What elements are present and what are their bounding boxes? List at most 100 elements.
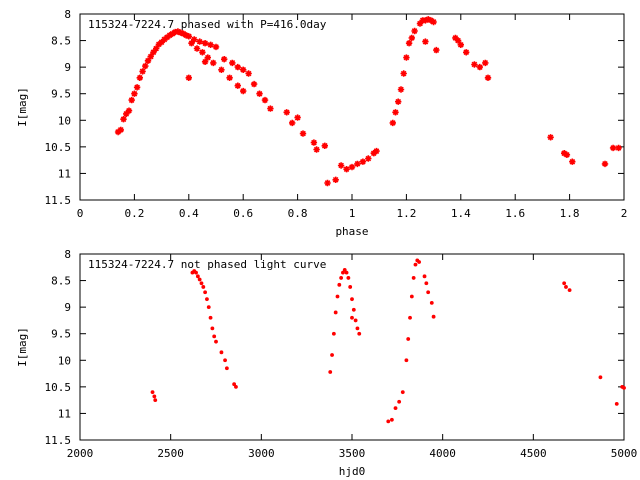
chart1-data-point bbox=[405, 40, 413, 47]
chart2-data-point bbox=[431, 314, 436, 319]
chart1-x-tick-label: 0.4 bbox=[179, 207, 199, 220]
chart2-data-point bbox=[341, 270, 345, 275]
chart2-data-point bbox=[330, 353, 334, 357]
chart1-x-tick-label: 0.8 bbox=[288, 207, 308, 220]
chart1-data-point bbox=[294, 114, 301, 121]
chart2-data-point bbox=[348, 285, 353, 289]
chart2-data-point bbox=[232, 382, 237, 387]
chart2-x-axis-label: hjd0 bbox=[339, 465, 366, 478]
chart1-data-point bbox=[158, 39, 165, 46]
chart2-data-point bbox=[350, 315, 354, 320]
chart1-data-point bbox=[313, 146, 320, 153]
chart1-data-point bbox=[299, 130, 307, 137]
chart1-data-point bbox=[482, 59, 489, 67]
chart1-data-point bbox=[256, 90, 263, 97]
chart1-x-tick-label: 1 bbox=[349, 207, 356, 220]
chart1-data-point bbox=[395, 98, 402, 105]
chart2-plot-frame bbox=[79, 253, 625, 441]
chart1-data-point bbox=[114, 128, 122, 136]
chart1-data-point bbox=[234, 63, 241, 71]
chart1-data-point bbox=[373, 147, 380, 155]
chart1-data-point bbox=[153, 45, 160, 52]
chart1-data-point bbox=[199, 49, 206, 56]
chart2-data-point bbox=[208, 315, 213, 320]
chart2-y-axis-label: I[mag] bbox=[16, 327, 29, 367]
chart1-data-point bbox=[185, 33, 192, 40]
chart2-data-point bbox=[333, 310, 338, 315]
chart1-data-point bbox=[163, 34, 171, 41]
chart1-data-point bbox=[283, 109, 290, 116]
chart1-data-point bbox=[348, 163, 356, 171]
chart1-data-point bbox=[229, 59, 236, 67]
chart1-data-point bbox=[563, 151, 571, 158]
chart1-data-point bbox=[136, 74, 143, 81]
chart1-data-point bbox=[226, 74, 233, 81]
chart2-data-point bbox=[562, 281, 567, 286]
chart2-y-tick-label: 8 bbox=[64, 248, 71, 261]
chart1-data-point bbox=[471, 61, 478, 68]
unphased-light-curve-panel: 2000 2500 3000 3500 4000 4500 5000 8 8.5 9 9.5 10 10… bbox=[16, 248, 637, 478]
chart1-data-point bbox=[123, 110, 130, 118]
chart2-data-point bbox=[426, 290, 431, 295]
chart2-x-tick-label: 3000 bbox=[248, 447, 275, 460]
chart2-x-tick-label: 4000 bbox=[429, 447, 456, 460]
chart1-data-point bbox=[207, 41, 214, 48]
chart1-data-point bbox=[392, 109, 399, 116]
chart1-title: 115324-7224.7 phased with P=416.0day bbox=[88, 18, 327, 31]
chart2-data-point bbox=[203, 290, 208, 295]
chart2-x-tick-label: 2500 bbox=[157, 447, 184, 460]
chart2-x-tick-label: 5000 bbox=[611, 447, 638, 460]
chart1-data-point bbox=[354, 160, 361, 168]
chart1-data-point bbox=[261, 96, 269, 104]
chart2-data-point bbox=[219, 350, 224, 355]
chart1-data-point bbox=[191, 36, 198, 43]
chart2-data-point bbox=[201, 285, 206, 289]
chart1-data-point bbox=[310, 139, 318, 146]
chart1-data-point bbox=[569, 158, 576, 165]
chart2-data-point bbox=[389, 417, 394, 422]
chart1-data-point bbox=[188, 40, 195, 47]
chart2-data-point bbox=[335, 294, 340, 299]
chart1-data-point bbox=[337, 162, 345, 169]
chart2-data-point bbox=[355, 326, 360, 331]
chart2-data-point bbox=[614, 401, 619, 406]
chart2-data-point bbox=[353, 318, 358, 323]
chart1-data-point bbox=[240, 66, 247, 73]
chart1-data-point bbox=[221, 56, 228, 63]
chart2-data-point bbox=[224, 366, 229, 371]
chart2-y-tick-label: 11 bbox=[58, 407, 71, 420]
chart1-data-point bbox=[403, 54, 410, 61]
chart1-data-point bbox=[150, 49, 157, 56]
chart1-data-point bbox=[324, 179, 331, 187]
chart2-data-point bbox=[413, 262, 418, 267]
chart2-data-point bbox=[214, 339, 218, 344]
chart2-data-point bbox=[153, 398, 158, 403]
chart1-x-tick-label: 2 bbox=[621, 207, 628, 220]
chart1-data-point bbox=[615, 144, 622, 152]
chart1-data-point bbox=[463, 49, 470, 56]
chart1-data-point bbox=[601, 160, 609, 168]
chart1-data-point bbox=[174, 28, 182, 35]
chart1-data-point bbox=[201, 58, 209, 65]
chart2-x-tick-label: 4500 bbox=[520, 447, 547, 460]
chart2-data-point bbox=[234, 384, 238, 389]
chart2-data-point bbox=[406, 337, 411, 341]
chart1-data-point bbox=[397, 86, 405, 93]
chart1-data-point bbox=[125, 107, 133, 114]
chart1-data-point bbox=[218, 66, 225, 73]
chart1-data-point bbox=[370, 150, 377, 157]
chart1-data-point bbox=[484, 74, 492, 81]
chart2-data-point bbox=[357, 331, 362, 336]
chart1-data-point bbox=[289, 119, 296, 127]
chart2-data-point bbox=[411, 276, 416, 280]
chart1-data-point bbox=[389, 119, 396, 127]
chart2-y-tick-label: 10.5 bbox=[45, 381, 72, 394]
chart2-x-tick-label: 3500 bbox=[339, 447, 366, 460]
chart2-data-point bbox=[598, 375, 603, 380]
chart2-data-point bbox=[424, 281, 429, 286]
chart2-x-tick-label: 2000 bbox=[67, 447, 94, 460]
chart2-data-point bbox=[150, 390, 155, 395]
chart1-y-tick-label: 8 bbox=[64, 8, 71, 21]
chart1-data-point bbox=[147, 53, 154, 60]
